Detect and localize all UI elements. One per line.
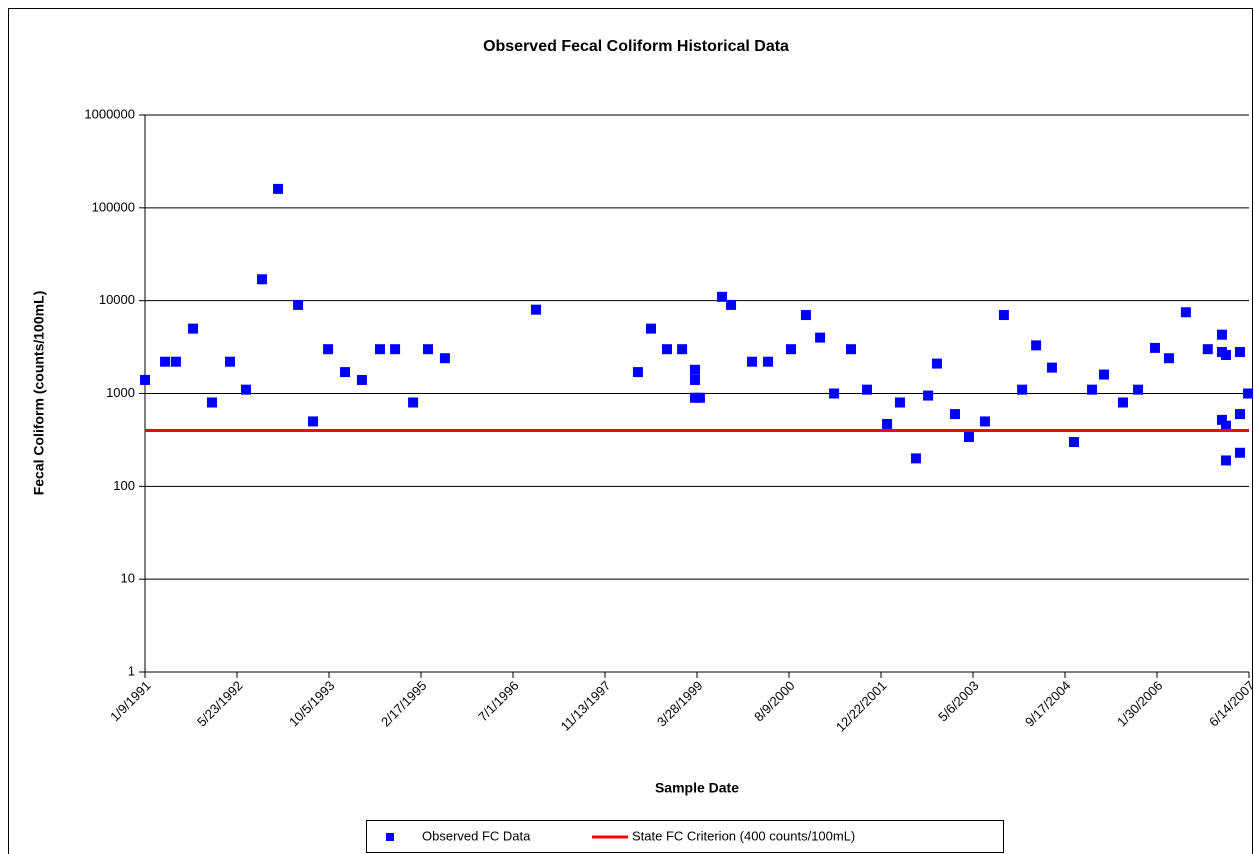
data-point [1234, 346, 1245, 357]
data-point [910, 453, 921, 464]
data-point [1202, 344, 1213, 355]
chart-title: Observed Fecal Coliform Historical Data [483, 38, 789, 55]
data-point [241, 384, 252, 395]
data-point [646, 323, 656, 334]
data-point [894, 397, 905, 408]
legend-box [366, 820, 1004, 853]
data-point [323, 344, 334, 355]
data-point [1234, 409, 1245, 420]
data-point [747, 356, 758, 367]
data-point [1149, 342, 1160, 353]
x-axis-title: Sample Date [655, 780, 739, 796]
data-point [815, 332, 826, 343]
data-point [273, 183, 284, 194]
data-point [1087, 384, 1098, 395]
data-point [662, 344, 673, 355]
data-point [374, 344, 385, 355]
data-point [979, 416, 990, 427]
data-point [307, 416, 318, 427]
data-point [931, 358, 942, 369]
y-tick-label: 1 [128, 663, 135, 678]
data-point [998, 310, 1009, 321]
data-point [949, 409, 960, 420]
data-point [786, 344, 797, 355]
data-point [340, 367, 351, 378]
data-point [717, 291, 728, 302]
data-point [293, 299, 304, 310]
data-point [422, 344, 433, 355]
y-axis-title: Fecal Coliform (counts/100mL) [31, 291, 47, 496]
legend-label: Observed FC Data [422, 828, 531, 843]
data-point [923, 390, 934, 401]
y-tick-label: 100000 [92, 199, 135, 214]
data-point [1243, 388, 1254, 399]
data-point [1031, 340, 1042, 351]
data-point [632, 367, 643, 378]
data-point [689, 374, 700, 385]
data-point [726, 299, 737, 310]
data-point [1221, 349, 1231, 360]
data-point [531, 304, 541, 315]
data-point [1216, 329, 1227, 340]
data-point [1221, 455, 1231, 466]
data-point [1099, 369, 1110, 380]
data-point [1017, 384, 1028, 395]
y-tick-label: 1000 [106, 385, 135, 400]
data-point [257, 274, 268, 285]
data-point [356, 374, 367, 385]
data-point [188, 323, 199, 334]
data-point [408, 397, 419, 408]
data-point [689, 364, 700, 375]
data-point [862, 384, 873, 395]
data-point [1216, 414, 1227, 425]
y-tick-label: 1000000 [84, 106, 135, 121]
data-point [390, 344, 401, 355]
data-point [763, 356, 774, 367]
y-tick-label: 100 [113, 478, 135, 493]
y-tick-label: 10000 [99, 292, 135, 307]
data-point [694, 392, 705, 403]
data-point [882, 418, 893, 429]
data-point [439, 353, 450, 364]
data-point [1117, 397, 1128, 408]
data-point [170, 356, 181, 367]
data-point [160, 356, 171, 367]
data-point [846, 344, 857, 355]
data-point [1234, 447, 1245, 458]
data-point [1069, 437, 1080, 448]
data-point [1221, 420, 1231, 431]
y-tick-label: 10 [121, 571, 135, 586]
data-point [677, 344, 688, 355]
data-point [140, 374, 150, 385]
data-point [800, 310, 811, 321]
data-point [225, 356, 236, 367]
data-point [1133, 384, 1144, 395]
legend-marker [386, 833, 394, 841]
legend-label: State FC Criterion (400 counts/100mL) [632, 828, 855, 843]
data-point [1180, 307, 1191, 318]
data-point [829, 388, 840, 399]
data-point [206, 397, 217, 408]
data-point [1046, 362, 1057, 373]
data-point [963, 431, 974, 442]
data-point [1163, 353, 1174, 364]
